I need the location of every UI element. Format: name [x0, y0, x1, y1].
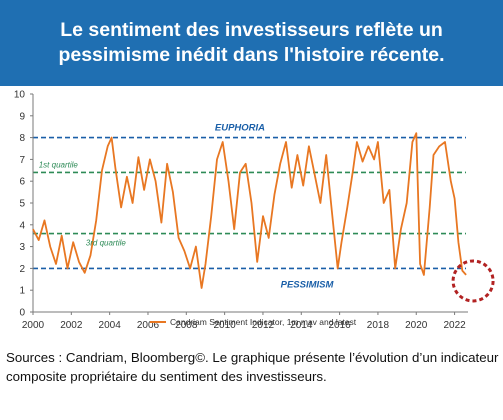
title-banner: Le sentiment des investisseurs reflète u…	[0, 0, 503, 86]
x-tick-label: 2012	[252, 320, 275, 331]
chart-area: 0 1 2 3 4 5 6 7 8 9 10 2000 2002 2004 2006 2008 2010 2012…	[0, 86, 503, 340]
y-tick-label: 2	[19, 264, 25, 275]
x-tick-label: 2018	[367, 320, 390, 331]
axes: 0 1 2 3 4 5 6 7 8 9 10 2000 2002 2004 2006 2008 2010 2012…	[14, 90, 468, 331]
x-tick-label: 2016	[328, 320, 351, 331]
source-caption: Sources : Candriam, Bloomberg©. Le graph…	[6, 350, 499, 384]
reference-label: EUPHORIA	[215, 123, 265, 134]
y-tick-label: 9	[19, 111, 25, 122]
x-tick-label: 2014	[290, 320, 313, 331]
y-tick-label: 1	[19, 286, 25, 297]
x-tick-label: 2020	[405, 320, 428, 331]
y-tick-label: 5	[19, 199, 25, 210]
reference-label: PESSIMISM	[281, 279, 335, 290]
y-tick-label: 4	[19, 220, 25, 231]
x-tick-label: 2006	[137, 320, 160, 331]
y-tick-label: 8	[19, 133, 25, 144]
y-tick-label: 7	[19, 155, 25, 166]
reference-label: 3rd quartile	[86, 239, 127, 248]
x-tick-label: 2004	[99, 320, 122, 331]
annotations: EUPHORIA 1st quartile 3rd quartile PESSIMIS…	[39, 123, 495, 327]
x-tick-label: 2000	[22, 320, 45, 331]
highlight-circle	[451, 259, 495, 303]
series	[32, 132, 467, 289]
sentiment-line-chart: 0 1 2 3 4 5 6 7 8 9 10 2000 2002 2004 2006 2008 2010 2012…	[14, 90, 495, 331]
x-tick-label: 2010	[214, 320, 237, 331]
reference-lines	[33, 136, 466, 270]
series-line	[32, 132, 467, 289]
x-tick-label: 2008	[175, 320, 198, 331]
legend-label: Candriam Sentiment Indicator, 1m mav and…	[170, 317, 357, 327]
page-title: Le sentiment des investisseurs reflète u…	[58, 19, 445, 66]
y-tick-label: 0	[19, 308, 25, 319]
y-tick-label: 6	[19, 177, 25, 188]
y-tick-label: 10	[14, 90, 26, 101]
y-tick-label: 3	[19, 242, 25, 253]
x-tick-label: 2022	[443, 320, 466, 331]
reference-label: 1st quartile	[39, 160, 79, 169]
x-tick-label: 2002	[60, 320, 83, 331]
